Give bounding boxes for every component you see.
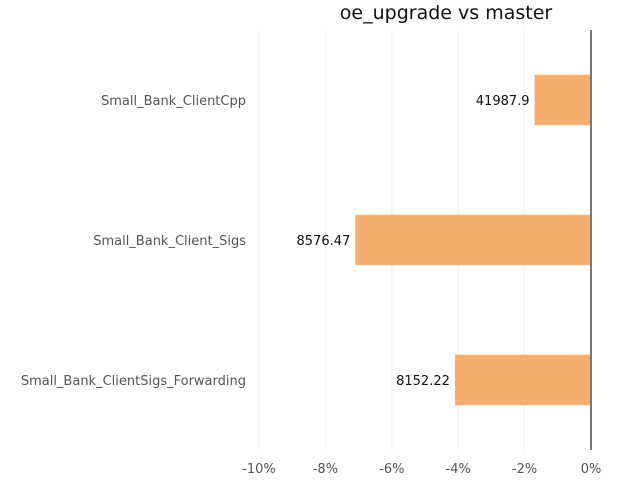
x-tick-label: -2%	[512, 462, 537, 477]
bars	[355, 74, 591, 406]
x-tick-label: -8%	[313, 462, 338, 477]
bar	[355, 214, 591, 266]
x-tick-labels: -10% -8% -6% -4% -2% 0%	[242, 462, 601, 477]
data-label: 8576.47	[297, 234, 351, 249]
chart-title: oe_upgrade vs master	[340, 2, 553, 24]
bar	[454, 354, 591, 406]
x-tick-label: -4%	[446, 462, 471, 477]
category-label: Small_Bank_Client_Sigs	[93, 234, 246, 249]
category-label: Small_Bank_ClientSigs_Forwarding	[21, 374, 246, 389]
x-tick-label: -10%	[242, 462, 276, 477]
data-label: 41987.9	[476, 94, 530, 109]
data-labels: 41987.9 8576.47 8152.22	[297, 94, 530, 389]
category-label: Small_Bank_ClientCpp	[101, 94, 246, 109]
x-tick-label: 0%	[581, 462, 602, 477]
data-label: 8152.22	[396, 374, 450, 389]
category-labels: Small_Bank_ClientCpp Small_Bank_Client_Si…	[21, 94, 246, 389]
bar	[534, 74, 591, 126]
x-tick-label: -6%	[379, 462, 404, 477]
